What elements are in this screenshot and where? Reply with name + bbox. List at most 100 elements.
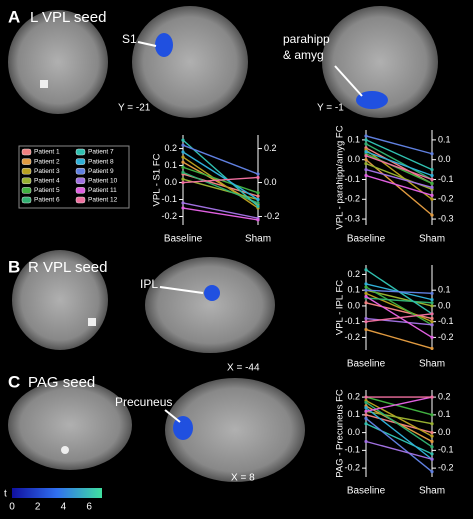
legend-label: Patient 2 <box>34 158 60 165</box>
data-point <box>181 201 185 205</box>
y2-tick-label: 0.0 <box>438 427 451 437</box>
data-point <box>364 268 368 272</box>
data-point <box>430 177 434 182</box>
data-point <box>364 320 368 324</box>
y2-tick-label: -0.2 <box>438 332 454 342</box>
x-tick-label: Baseline <box>347 486 386 497</box>
series-line <box>182 139 259 207</box>
data-point <box>181 177 185 181</box>
y2-tick-label: -0.1 <box>438 174 454 184</box>
data-point <box>256 204 260 208</box>
data-point <box>256 172 260 176</box>
data-point <box>430 291 434 295</box>
series-line <box>365 328 433 350</box>
y-tick-label: -0.2 <box>344 332 360 342</box>
series-line <box>182 207 259 221</box>
y2-tick-label: 0.1 <box>438 134 451 144</box>
legend-swatch <box>21 187 32 194</box>
data-point <box>430 395 434 399</box>
x-tick-label: Sham <box>419 359 445 370</box>
data-point <box>364 291 368 295</box>
slice-coord: X = 8 <box>231 473 255 484</box>
y-tick-label: 0.2 <box>347 391 360 401</box>
brain-images <box>8 6 438 498</box>
y-tick-label: 0.2 <box>347 269 360 279</box>
data-point <box>364 158 368 162</box>
data-point <box>430 193 434 197</box>
y2-tick-label: 0.0 <box>438 300 451 310</box>
y-tick-label: 0.0 <box>347 300 360 310</box>
y2-tick-label: -0.2 <box>264 211 280 221</box>
data-point <box>364 282 368 286</box>
data-point <box>430 152 434 156</box>
series-line <box>365 289 433 295</box>
legend-label: Patient 6 <box>34 197 60 204</box>
data-point <box>364 285 368 289</box>
y2-tick-label: 0.2 <box>264 143 277 153</box>
data-point <box>430 452 434 456</box>
series-line <box>365 401 433 448</box>
x-tick-label: Baseline <box>347 234 386 245</box>
data-point <box>364 154 368 158</box>
legend-label: Patient 11 <box>88 187 117 194</box>
panel-title: L VPL seed <box>30 9 106 26</box>
slice-coord: Y = -21 <box>118 103 151 114</box>
series-line <box>365 302 433 320</box>
legend-swatch <box>21 158 32 165</box>
legend-swatch <box>75 187 86 194</box>
legend-label: Patient 4 <box>34 178 60 185</box>
legend-swatch <box>75 177 86 185</box>
data-point <box>256 218 260 222</box>
data-point <box>364 173 368 178</box>
series-line <box>365 396 433 412</box>
data-point <box>364 439 368 444</box>
data-point <box>430 197 434 201</box>
data-point <box>256 201 260 205</box>
data-point <box>364 288 368 292</box>
series-line <box>365 317 433 326</box>
series-line <box>365 423 433 455</box>
data-point <box>430 301 434 305</box>
series-line <box>365 400 433 437</box>
region-label: parahipp <box>283 32 330 46</box>
data-point <box>364 294 368 299</box>
series-line <box>365 168 433 189</box>
panel-title: R VPL seed <box>28 259 108 276</box>
series-line <box>365 159 433 216</box>
legend-swatch <box>21 196 32 204</box>
legend-label: Patient 10 <box>88 178 118 185</box>
y-tick-label: -0.2 <box>344 194 360 204</box>
series-line <box>365 139 433 171</box>
series-line <box>365 292 433 323</box>
y-tick-label: -0.1 <box>344 316 360 326</box>
y2-tick-label: -0.3 <box>438 213 454 223</box>
panel-letter: B <box>8 257 20 276</box>
data-point <box>181 143 185 147</box>
data-point <box>364 142 368 146</box>
region-label: & amyg <box>283 48 324 62</box>
data-point <box>430 316 434 321</box>
colorbar-tick-label: 2 <box>35 502 41 513</box>
legend-swatch <box>21 167 32 175</box>
series-line <box>182 144 259 175</box>
data-point <box>430 323 434 327</box>
data-point <box>256 197 260 202</box>
legend-swatch <box>21 148 32 156</box>
series-line <box>365 417 433 473</box>
series-line <box>365 174 433 196</box>
data-point <box>430 457 434 461</box>
data-point <box>256 191 260 195</box>
series-line <box>365 297 433 304</box>
series-line <box>365 295 433 339</box>
legend-swatch <box>75 158 86 165</box>
data-point <box>256 194 260 198</box>
series-line <box>365 410 433 425</box>
y2-tick-label: -0.2 <box>438 194 454 204</box>
region-label: S1 <box>122 32 137 46</box>
data-point <box>364 395 368 399</box>
y-tick-label: 0.0 <box>164 177 177 187</box>
y-tick-label: -0.1 <box>161 194 177 204</box>
legend-label: Patient 9 <box>88 168 114 175</box>
y-tick-label: 0.1 <box>347 285 360 295</box>
